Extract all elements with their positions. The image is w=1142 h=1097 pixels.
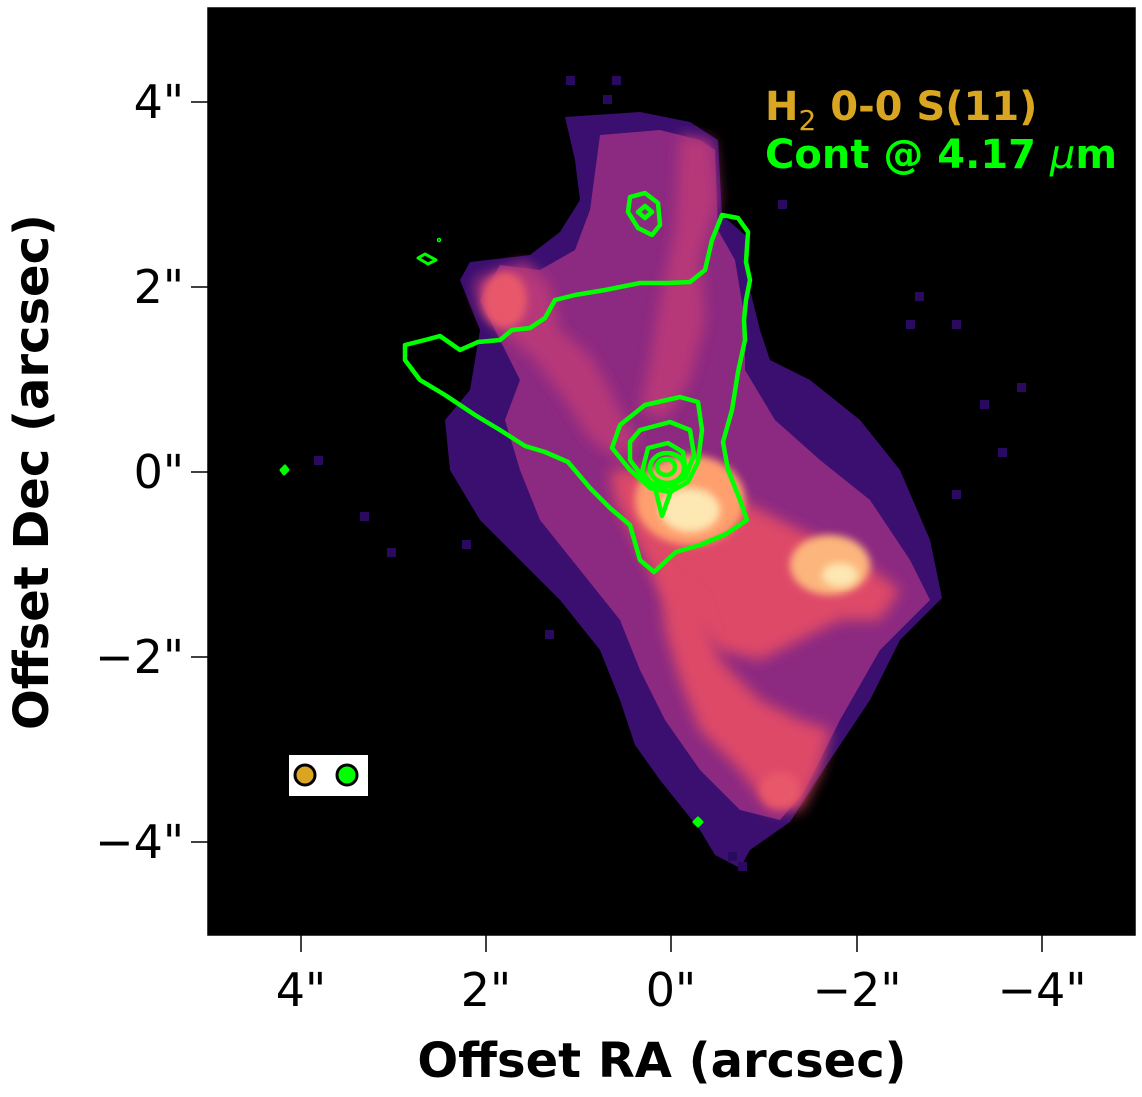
x-tick-labels: 4" 2" 0" −2" −4" bbox=[276, 963, 1087, 1017]
contour-level-2 bbox=[609, 394, 705, 495]
y-tick-label: −4" bbox=[95, 815, 184, 869]
x-tick-label: 4" bbox=[276, 963, 326, 1017]
contour-west-blob bbox=[416, 252, 438, 266]
legend-h2-label: H2 0-0 S(11) bbox=[765, 84, 1037, 137]
continuum-contours bbox=[279, 190, 753, 828]
contour-level-5 bbox=[647, 450, 687, 486]
legend-continuum-label: Cont @ 4.17 μm bbox=[765, 132, 1117, 178]
y-ticks bbox=[191, 101, 208, 843]
x-axis-title: Offset RA (arcsec) bbox=[417, 1033, 906, 1089]
x-tick-label: −4" bbox=[998, 963, 1087, 1017]
y-tick-label: 0" bbox=[134, 445, 184, 499]
x-tick-label: −2" bbox=[813, 963, 902, 1017]
y-axis-title: Offset Dec (arcsec) bbox=[4, 214, 60, 730]
emission-hot-core bbox=[660, 488, 720, 532]
x-tick-label: 2" bbox=[461, 963, 511, 1017]
beam-marker-continuum bbox=[335, 763, 359, 787]
y-tick-label: −2" bbox=[95, 630, 184, 684]
y-tick-labels: 4" 2" 0" −2" −4" bbox=[95, 75, 184, 869]
emission-knot-lower bbox=[760, 772, 800, 808]
h2-emission-map bbox=[314, 76, 1026, 871]
emission-lower-arm bbox=[660, 570, 830, 810]
y-tick-label: 2" bbox=[134, 260, 184, 314]
beam-legend bbox=[289, 755, 368, 796]
x-tick-label: 0" bbox=[646, 963, 696, 1017]
beam-marker-h2 bbox=[293, 763, 317, 787]
emission-bright-south bbox=[790, 535, 870, 595]
emission-column bbox=[640, 135, 718, 420]
x-ticks bbox=[300, 935, 1043, 952]
contour-level-4 bbox=[639, 440, 689, 519]
emission-hot-south bbox=[822, 563, 858, 587]
contour-south-dot bbox=[692, 816, 704, 828]
contour-north-source bbox=[625, 190, 663, 238]
noise-pixels bbox=[314, 76, 1026, 871]
contour-level-6 bbox=[654, 456, 678, 478]
contour-east-dot bbox=[279, 464, 290, 476]
contour-west-dot bbox=[436, 237, 442, 243]
y-tick-label: 4" bbox=[134, 75, 184, 129]
emission-knot-upper bbox=[483, 272, 527, 328]
contour-level-1 bbox=[402, 212, 753, 575]
contour-north-source-inner bbox=[635, 203, 655, 221]
